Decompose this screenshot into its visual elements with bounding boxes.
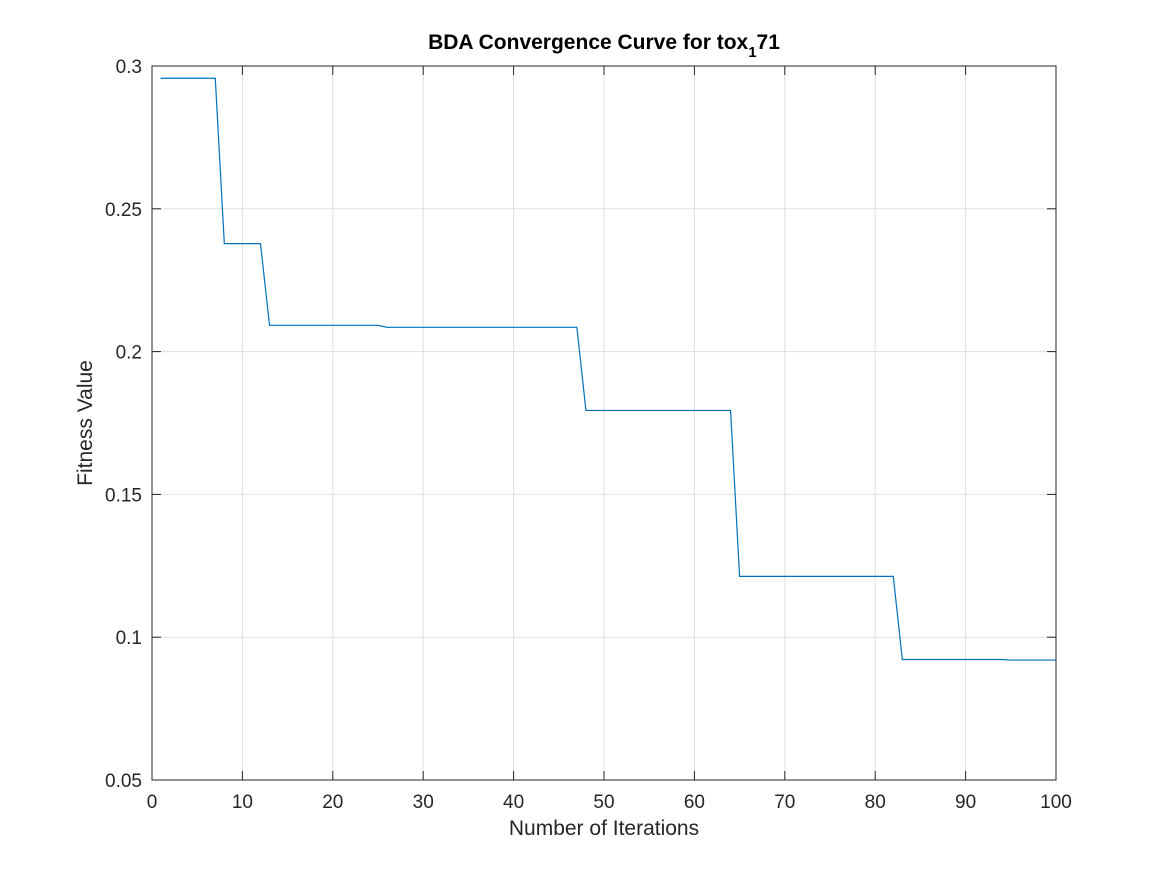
x-tick-label: 0 bbox=[147, 792, 158, 813]
series-point bbox=[386, 326, 388, 328]
series-point bbox=[576, 326, 578, 328]
series-point bbox=[729, 409, 732, 412]
y-tick-label: 0.1 bbox=[116, 628, 142, 649]
series-point bbox=[377, 324, 379, 326]
y-tick-label: 0.15 bbox=[105, 485, 142, 506]
x-tick-label: 10 bbox=[232, 792, 253, 813]
x-axis-label: Number of Iterations bbox=[509, 817, 699, 840]
y-tick-label: 0.2 bbox=[116, 343, 142, 364]
x-tick-label: 40 bbox=[503, 792, 524, 813]
series-point bbox=[214, 77, 216, 79]
chart-title-suffix: 71 bbox=[757, 31, 781, 54]
series-point bbox=[901, 658, 903, 661]
series-point bbox=[259, 243, 262, 245]
chart-title-main: BDA Convergence Curve for tox bbox=[428, 31, 748, 54]
chart-title-subscript: 1 bbox=[748, 44, 756, 61]
series-point bbox=[1001, 658, 1003, 661]
x-tick-label: 100 bbox=[1040, 792, 1072, 813]
x-tick-label: 60 bbox=[684, 792, 705, 813]
series-point bbox=[160, 77, 162, 79]
x-tick-label: 90 bbox=[955, 792, 976, 813]
x-tick-label: 70 bbox=[774, 792, 795, 813]
x-tick-label: 50 bbox=[593, 792, 614, 813]
y-tick-label: 0.25 bbox=[105, 200, 142, 221]
series-line-convergence bbox=[161, 77, 1056, 661]
y-tick-labels: 0.05 0.1 0.15 0.2 0.25 0.3 bbox=[105, 57, 142, 792]
y-tick-label: 0.3 bbox=[116, 57, 142, 78]
series-point bbox=[1010, 659, 1012, 661]
x-tick-labels: 0 10 20 30 40 50 60 70 80 90 100 bbox=[147, 792, 1072, 813]
series-point bbox=[585, 409, 587, 412]
x-tick-label: 20 bbox=[322, 792, 343, 813]
chart-title: BDA Convergence Curve for tox171 bbox=[428, 31, 780, 61]
series-point bbox=[892, 575, 894, 577]
series-point bbox=[739, 575, 741, 577]
series-point bbox=[223, 243, 225, 245]
x-tick-label: 30 bbox=[413, 792, 434, 813]
y-tick-label: 0.05 bbox=[105, 771, 142, 792]
x-tick-label: 80 bbox=[865, 792, 886, 813]
tick-marks bbox=[151, 65, 1057, 781]
series-point bbox=[268, 324, 271, 326]
y-axis-label: Fitness Value bbox=[74, 360, 97, 486]
